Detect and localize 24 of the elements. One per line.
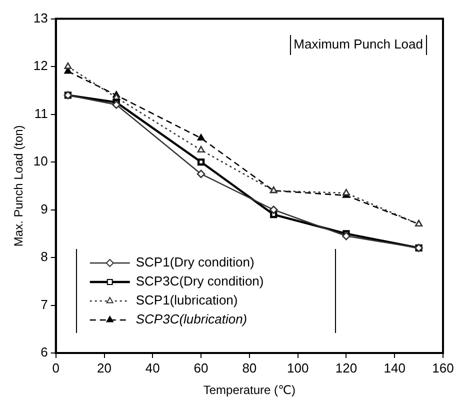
y-tick-label: 13 [33,10,48,26]
x-tick-label: 60 [194,360,208,376]
y-tick-label: 7 [40,296,48,312]
x-axis-title: Temperature (℃) [203,383,296,398]
legend-label: SCP3C(Dry condition) [136,274,264,289]
x-tick-label: 20 [97,360,112,376]
x-tick-label: 40 [145,360,160,376]
legend-label: SCP1(lubrication) [136,292,238,308]
legend-label: SCP3C(lubrication) [136,312,248,327]
y-axis-title: Max. Punch Load (ton) [12,125,26,247]
x-tick-label: 160 [432,360,454,376]
x-tick-label: 100 [286,360,309,376]
y-tick-label: 9 [40,201,48,216]
x-tick-label: 140 [384,360,406,376]
x-tick-label: 80 [242,360,257,376]
x-tick-label: 0 [52,360,60,376]
legend-label: SCP1(Dry condition) [136,254,254,270]
annotation: Maximum Punch Load [294,36,423,52]
y-tick-label: 6 [40,344,48,360]
y-tick-label: 11 [34,106,48,121]
y-tick-label: 12 [33,58,48,74]
x-tick-label: 120 [335,360,358,376]
y-tick-label: 10 [33,154,48,169]
y-tick-label: 8 [40,249,48,264]
